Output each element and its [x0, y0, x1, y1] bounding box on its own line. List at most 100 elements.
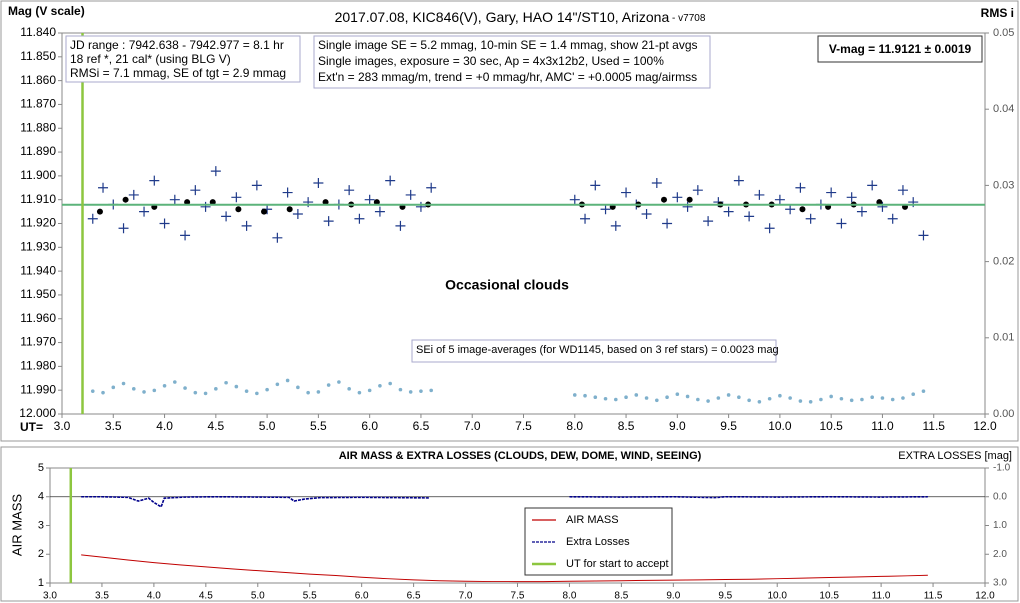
data-point — [162, 384, 167, 388]
top-panel-frame — [0, 0, 1019, 442]
annotation-text: Single image SE = 5.2 mmag, 10-min SE = … — [318, 38, 698, 52]
data-point — [610, 220, 621, 231]
data-point — [918, 230, 929, 241]
data-point — [867, 180, 878, 191]
data-point — [876, 199, 883, 206]
y-tick-label: 11.910 — [20, 192, 56, 206]
data-point — [282, 187, 293, 198]
data-point — [747, 398, 751, 403]
data-point — [675, 392, 680, 396]
x-tick-label: 11.0 — [871, 419, 894, 433]
chart-title: AIR MASS & EXTRA LOSSES (CLOUDS, DEW, DO… — [339, 450, 702, 462]
data-point — [395, 220, 406, 231]
y2-tick-label: 0.05 — [993, 27, 1014, 39]
data-point — [733, 175, 744, 186]
legend-label: Extra Losses — [566, 536, 630, 548]
y2-tick-label: 0.03 — [993, 179, 1014, 191]
data-point — [641, 208, 652, 219]
y-tick-label: 11.870 — [20, 97, 56, 111]
x-tick-label: 9.0 — [669, 419, 686, 433]
data-point — [183, 386, 187, 390]
annotation-box — [817, 35, 983, 63]
data-point — [255, 391, 259, 396]
annotation-text: 18 ref *, 21 cal* (using BLG V) — [70, 52, 231, 66]
data-point — [788, 396, 792, 400]
data-point — [744, 211, 755, 222]
x-tick-label: 7.0 — [464, 419, 481, 433]
data-point — [887, 213, 898, 224]
data-point — [184, 199, 191, 206]
data-point — [169, 194, 180, 205]
data-point — [877, 201, 888, 212]
data-point — [326, 383, 331, 387]
y-axis-label: Mag (V scale) — [8, 4, 85, 18]
data-point — [692, 185, 703, 196]
data-point — [415, 201, 426, 212]
y-tick-label: 2 — [38, 548, 44, 560]
data-line — [81, 495, 430, 508]
annotation-text: SEi of 5 image-averages (for WD1145, bas… — [416, 344, 779, 356]
data-point — [651, 178, 662, 189]
data-point — [378, 384, 382, 388]
data-point — [686, 196, 693, 203]
data-point — [685, 394, 690, 399]
y-tick-label: 1 — [38, 577, 44, 589]
data-point — [826, 187, 837, 198]
data-point — [634, 393, 639, 397]
x-tick-label: 9.5 — [720, 419, 737, 433]
data-point — [655, 398, 659, 403]
data-point — [890, 397, 895, 402]
annotation-text: Single images, exposure = 30 sec, Ap = 4… — [318, 54, 664, 68]
data-point — [754, 189, 765, 200]
data-point — [214, 387, 218, 391]
data-point — [209, 199, 216, 206]
data-point — [808, 400, 813, 404]
y-tick-label: 11.900 — [20, 168, 56, 182]
data-point — [426, 182, 437, 193]
data-point — [241, 220, 252, 231]
data-point — [118, 223, 129, 234]
subtitle: - v7708 — [669, 13, 706, 24]
x-tick-label: 5.5 — [303, 591, 317, 602]
y-tick-label: 11.880 — [20, 120, 56, 134]
x-tick-label: 7.5 — [515, 419, 532, 433]
data-point — [572, 393, 577, 397]
data-point — [149, 175, 160, 186]
x-tick-label: 5.0 — [251, 591, 265, 602]
y-tick-label: 4 — [38, 491, 44, 503]
data-point — [364, 194, 375, 205]
x-tick-label: 12.0 — [973, 419, 997, 433]
data-point — [385, 175, 396, 186]
data-point — [716, 396, 721, 400]
data-point — [723, 206, 734, 217]
y2-tick-label: 2.0 — [993, 549, 1007, 560]
annotation-box — [313, 35, 711, 89]
data-point — [121, 381, 126, 386]
y-axis-label: AIR MASS — [9, 494, 24, 556]
data-point — [96, 208, 103, 215]
data-point — [373, 199, 380, 206]
data-point — [354, 213, 365, 224]
x-tick-label: 4.0 — [156, 419, 173, 433]
y-tick-label: 3 — [38, 519, 44, 531]
y2-tick-label: 1.0 — [993, 520, 1007, 531]
data-point — [139, 206, 150, 217]
data-point — [292, 208, 303, 219]
data-point — [665, 395, 669, 400]
data-point — [849, 398, 854, 403]
data-point — [856, 206, 867, 217]
data-point — [593, 395, 598, 400]
data-point — [621, 187, 632, 198]
y2-tick-label: 3.0 — [993, 578, 1007, 589]
data-point — [152, 388, 157, 393]
data-point — [798, 399, 803, 403]
x-tick-label: 10.5 — [819, 419, 843, 433]
data-point — [347, 387, 351, 391]
data-point — [901, 396, 905, 400]
data-point — [111, 385, 116, 390]
x-tick-label: 11.5 — [924, 591, 943, 602]
data-point — [101, 390, 105, 395]
data-line — [81, 554, 928, 583]
x-tick-label: 12.0 — [975, 591, 995, 602]
